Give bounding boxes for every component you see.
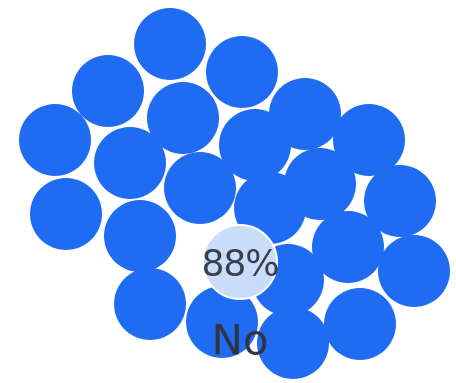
- option-bubble[interactable]: [219, 109, 291, 181]
- selected-option-answer: No: [211, 315, 269, 365]
- option-bubble[interactable]: [134, 8, 206, 80]
- option-bubble[interactable]: [206, 36, 278, 108]
- option-bubble[interactable]: [333, 104, 405, 176]
- option-bubble[interactable]: [147, 82, 219, 154]
- option-bubble[interactable]: [186, 286, 258, 358]
- selected-option-percent: 88%: [201, 243, 279, 285]
- option-bubble[interactable]: [312, 211, 384, 283]
- option-bubble[interactable]: [378, 235, 450, 307]
- option-bubble[interactable]: [164, 152, 236, 224]
- option-bubble[interactable]: [94, 127, 166, 199]
- option-bubble[interactable]: [364, 165, 436, 237]
- selected-option-bubble[interactable]: [202, 224, 278, 300]
- option-bubble[interactable]: [257, 307, 329, 379]
- option-bubble[interactable]: [104, 200, 176, 272]
- option-bubble[interactable]: [114, 268, 186, 340]
- option-bubble[interactable]: [30, 178, 102, 250]
- option-bubble[interactable]: [72, 55, 144, 127]
- option-bubble[interactable]: [19, 104, 91, 176]
- option-bubble[interactable]: [324, 288, 396, 360]
